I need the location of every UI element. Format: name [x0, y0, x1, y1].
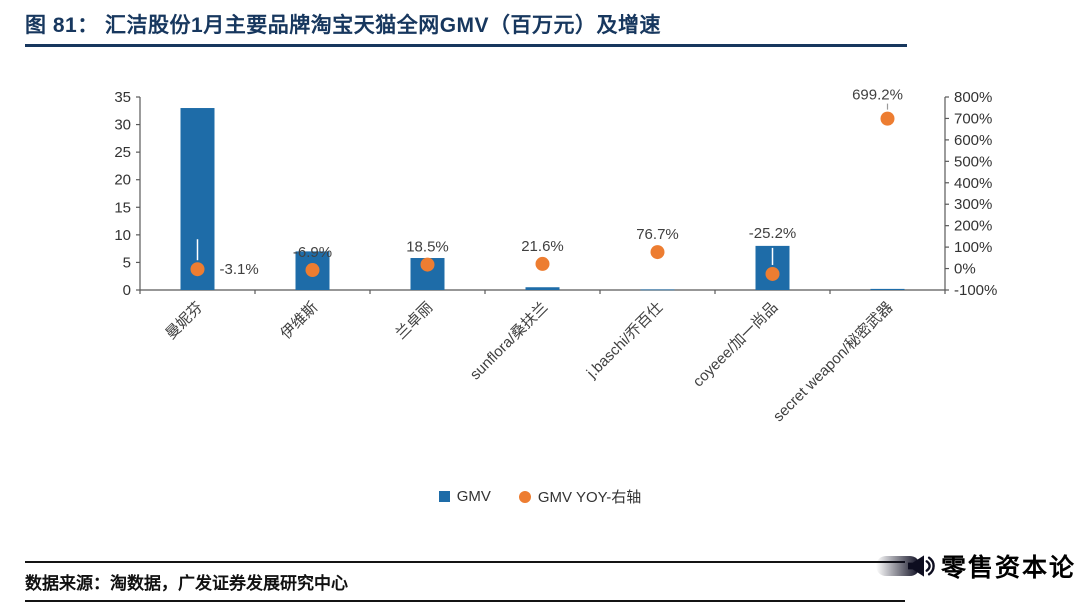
right-axis-tick-label: 300% — [954, 196, 992, 213]
legend-item-yoy: GMV YOY-右轴 — [518, 486, 642, 507]
right-axis-tick-label: 800% — [954, 89, 992, 106]
category-label: 兰卓丽 — [392, 299, 436, 343]
gmv-bar — [640, 289, 675, 291]
yoy-data-label: 18.5% — [406, 239, 449, 256]
right-axis-tick-label: 700% — [954, 110, 992, 127]
gmv-legend-label: GMV — [456, 488, 491, 505]
category-label: secret weapon/秘密武器 — [770, 299, 896, 425]
yoy-data-label: -25.2% — [749, 225, 797, 242]
left-axis-tick-label: 15 — [114, 199, 131, 216]
figure-title: 图 81： 汇洁股份1月主要品牌淘宝天猫全网GMV（百万元）及增速 — [25, 14, 662, 37]
left-axis-tick-label: 25 — [114, 144, 131, 161]
right-axis-tick-label: 600% — [954, 132, 992, 149]
yoy-data-label: -3.1% — [220, 261, 259, 278]
yoy-data-label: -6.9% — [293, 244, 332, 261]
footer-rule-bottom — [25, 600, 905, 602]
category-label: 伊维斯 — [277, 299, 321, 343]
left-axis-tick-label: 5 — [123, 254, 131, 271]
yoy-data-label: 699.2% — [852, 87, 903, 104]
right-axis-tick-label: -100% — [954, 282, 997, 299]
chart-legend: GMV GMV YOY-右轴 — [0, 486, 1080, 507]
category-label: sunflora/桑扶兰 — [467, 299, 552, 384]
watermark-gradient-tail — [875, 556, 920, 576]
data-source-text: 数据来源：淘数据，广发证券发展研究中心 — [25, 574, 348, 593]
right-axis-tick-label: 400% — [954, 175, 992, 192]
right-axis-tick-label: 200% — [954, 218, 992, 235]
left-axis-tick-label: 20 — [114, 172, 131, 189]
yoy-data-label: 76.7% — [636, 226, 679, 243]
left-axis-tick-label: 10 — [114, 227, 131, 244]
yoy-dot — [305, 263, 320, 278]
category-label: j.baschi/乔百仕 — [583, 299, 666, 382]
yoy-legend-label: GMV YOY-右轴 — [537, 489, 642, 506]
right-axis-tick-label: 0% — [954, 261, 976, 278]
left-axis-tick-label: 35 — [114, 89, 131, 106]
left-axis-tick-label: 0 — [123, 282, 131, 299]
category-label: coyeee/加一尚品 — [690, 299, 782, 391]
watermark-text: 零售资本论 — [940, 554, 1076, 582]
yoy-dot — [765, 266, 780, 281]
yoy-legend-swatch — [518, 490, 531, 503]
right-axis-tick-label: 100% — [954, 239, 992, 256]
gmv-legend-swatch — [438, 491, 450, 502]
title-underline — [25, 44, 907, 47]
footer-rule-top — [25, 561, 905, 563]
category-label: 曼妮芬 — [162, 299, 206, 343]
right-axis-tick-label: 500% — [954, 153, 992, 170]
yoy-dot — [535, 256, 550, 271]
watermark-logo: 零售资本论 — [875, 541, 1076, 591]
left-axis-tick-label: 30 — [114, 117, 131, 134]
yoy-dot — [650, 245, 665, 260]
megaphone-icon — [907, 555, 935, 577]
legend-item-gmv: GMV — [438, 488, 491, 505]
gmv-bar — [870, 288, 905, 290]
yoy-dot — [420, 257, 435, 272]
yoy-dot — [190, 262, 205, 277]
gmv-bar — [525, 287, 560, 290]
yoy-data-label: 21.6% — [521, 238, 564, 255]
yoy-dot — [880, 111, 895, 126]
